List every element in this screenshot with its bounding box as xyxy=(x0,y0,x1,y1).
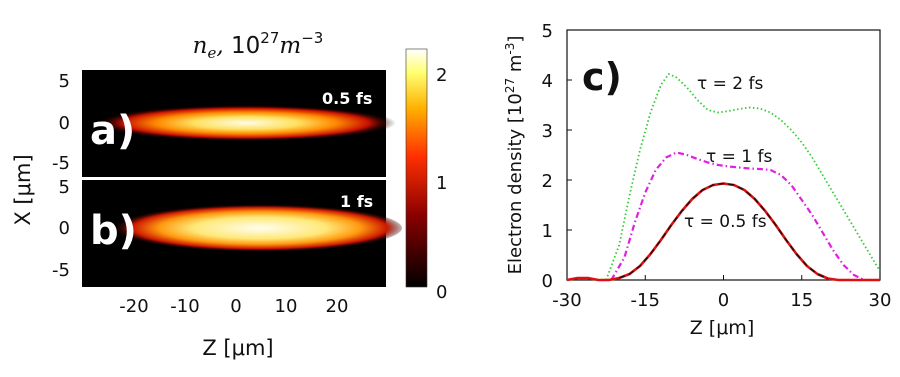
line-chart-ytick-4: 4 xyxy=(542,71,553,92)
colorbar-tick-2: 2 xyxy=(436,65,447,86)
line-chart-ytick-0: 0 xyxy=(542,271,553,292)
heatmap-xtick-neg20: -20 xyxy=(119,296,148,317)
line-chart-xtick-4: 30 xyxy=(869,290,892,311)
series-line-3 xyxy=(618,182,829,280)
heatmap-a-ytick-neg5: -5 xyxy=(52,153,70,174)
heatmap-xtick-20: 20 xyxy=(326,296,349,317)
line-chart-ylabel: Electron density [1027 m-3] xyxy=(503,36,526,275)
heatmap-a-ytick-5: 5 xyxy=(59,71,70,92)
heatmap-b-label: b) xyxy=(90,208,137,254)
heatmap-b-annotation: 1 fs xyxy=(340,192,373,211)
heatmap-b-ytick-5: 5 xyxy=(59,177,70,198)
series-line-1 xyxy=(610,151,865,281)
heatmap-a-label: a) xyxy=(90,108,135,154)
line-chart-series xyxy=(566,73,881,282)
line-chart-panel-label: c) xyxy=(582,55,622,99)
annotation-tau-05fs: τ = 0.5 fs xyxy=(684,212,767,232)
colorbar-tick-1: 1 xyxy=(436,173,447,194)
line-chart-xtick-1: -15 xyxy=(631,290,660,311)
heatmap-a-beam xyxy=(96,105,396,141)
line-chart-xlabel: Z [μm] xyxy=(690,317,754,339)
line-chart-ytick-1: 1 xyxy=(542,221,553,242)
heatmap-a-annotation: 0.5 fs xyxy=(322,89,372,108)
heatmap-xtick-neg10: -10 xyxy=(170,296,199,317)
line-chart-ytick-5: 5 xyxy=(542,21,553,42)
line-chart-panel-c: -30 -15 0 15 30 0 1 2 3 4 5 c) τ = 2 fs τ = 1 fs τ… xyxy=(503,21,891,339)
line-chart-xtick-3: 15 xyxy=(790,290,813,311)
heatmap-panel-b: b) 1 fs xyxy=(82,180,402,287)
heatmap-a-ytick-0: 0 xyxy=(59,113,70,134)
series-line-0 xyxy=(605,73,881,281)
colorbar: 0 1 2 xyxy=(405,48,447,303)
annotation-tau-1fs: τ = 1 fs xyxy=(706,147,772,167)
heatmap-b-ytick-0: 0 xyxy=(59,218,70,239)
heatmap-xtick-10: 10 xyxy=(275,296,298,317)
line-chart-xtick-2: 0 xyxy=(718,290,729,311)
heatmap-xlabel: Z [μm] xyxy=(202,336,273,360)
annotation-tau-2fs: τ = 2 fs xyxy=(697,74,763,94)
heatmap-xtick-0: 0 xyxy=(230,296,241,317)
line-chart-ytick-3: 3 xyxy=(542,121,553,142)
heatmap-b-beam xyxy=(106,204,402,252)
heatmap-b-ytick-neg5: -5 xyxy=(52,260,70,281)
line-chart-ytick-2: 2 xyxy=(542,171,553,192)
line-chart-xtick-0: -30 xyxy=(552,290,581,311)
line-chart-ticks: -30 -15 0 15 30 0 1 2 3 4 5 xyxy=(542,21,892,311)
heatmap-ylabel: X [μm] xyxy=(11,154,35,225)
heatmap-title: ne, 1027m−3 xyxy=(193,29,324,62)
heatmap-panel-a: a) 0.5 fs xyxy=(82,70,396,177)
colorbar-gradient xyxy=(405,48,428,288)
colorbar-tick-0: 0 xyxy=(436,282,447,303)
